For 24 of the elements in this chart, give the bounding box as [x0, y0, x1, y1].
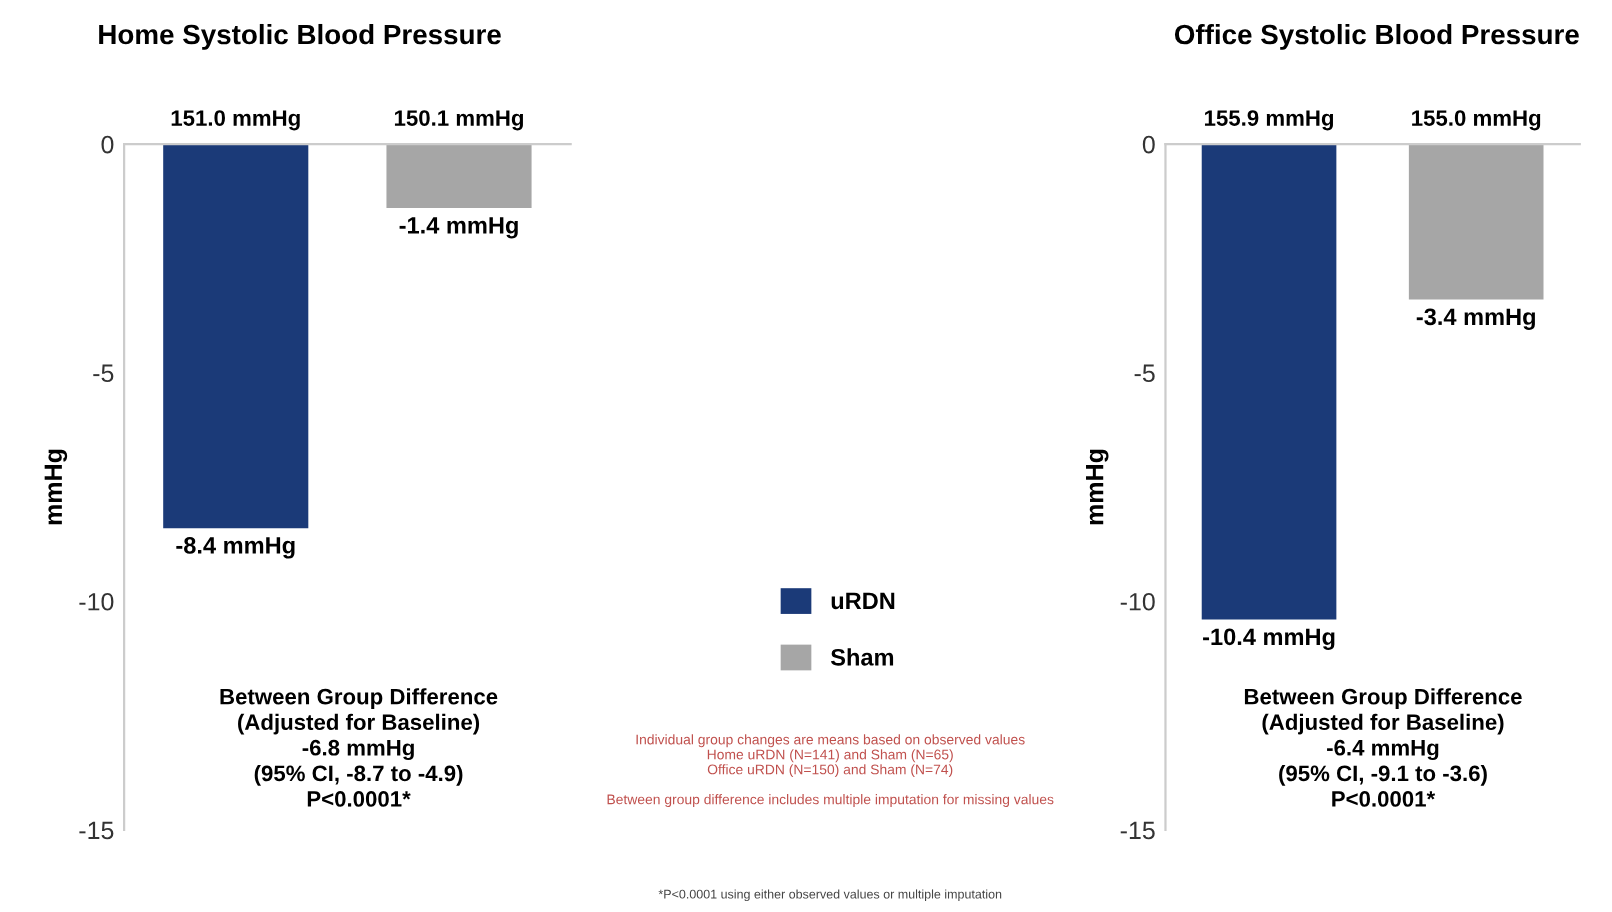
data-label: -3.4 mmHg [1416, 308, 1535, 330]
y-axis-title: mmHg [1086, 449, 1109, 525]
chart-title: Home Systolic Blood Pressure [99, 23, 501, 50]
data-label: -1.4 mmHg [399, 217, 518, 239]
text: 150.1 mmHg [394, 110, 523, 131]
legend-label: uRDN [831, 592, 895, 610]
data-label: -8.4 mmHg [176, 537, 295, 559]
chart-title: Office Systolic Blood Pressure [1174, 23, 1579, 50]
text: 151.0 mmHg [171, 110, 300, 131]
legend-label: Sham [830, 648, 894, 666]
y-tick-label: -15 [1120, 821, 1155, 840]
data-label: -10.4 mmHg [1203, 628, 1335, 650]
y-tick-label: 0 [1142, 135, 1155, 154]
y-tick-label: -5 [1134, 364, 1155, 383]
annotation: Between Group Difference (Adjusted for Baseline) -6.8 mmHg (95% CI, -8.7 to -4.9) P<0.0001* [220, 688, 498, 807]
text: 155.9 mmHg [1204, 110, 1334, 131]
y-tick-label: 0 [101, 135, 114, 154]
y-tick-label: -5 [93, 364, 114, 383]
y-axis-title: mmHg [44, 449, 68, 525]
y-tick-label: -10 [1120, 592, 1155, 611]
y-tick-label: -10 [79, 592, 114, 611]
text: 155.0 mmHg [1412, 110, 1541, 131]
annotation: Between Group Difference (Adjusted for Baseline) -6.4 mmHg (95% CI, -9.1 to -3.6) P<0.0001* [1244, 688, 1522, 807]
y-tick-label: -15 [79, 821, 114, 840]
